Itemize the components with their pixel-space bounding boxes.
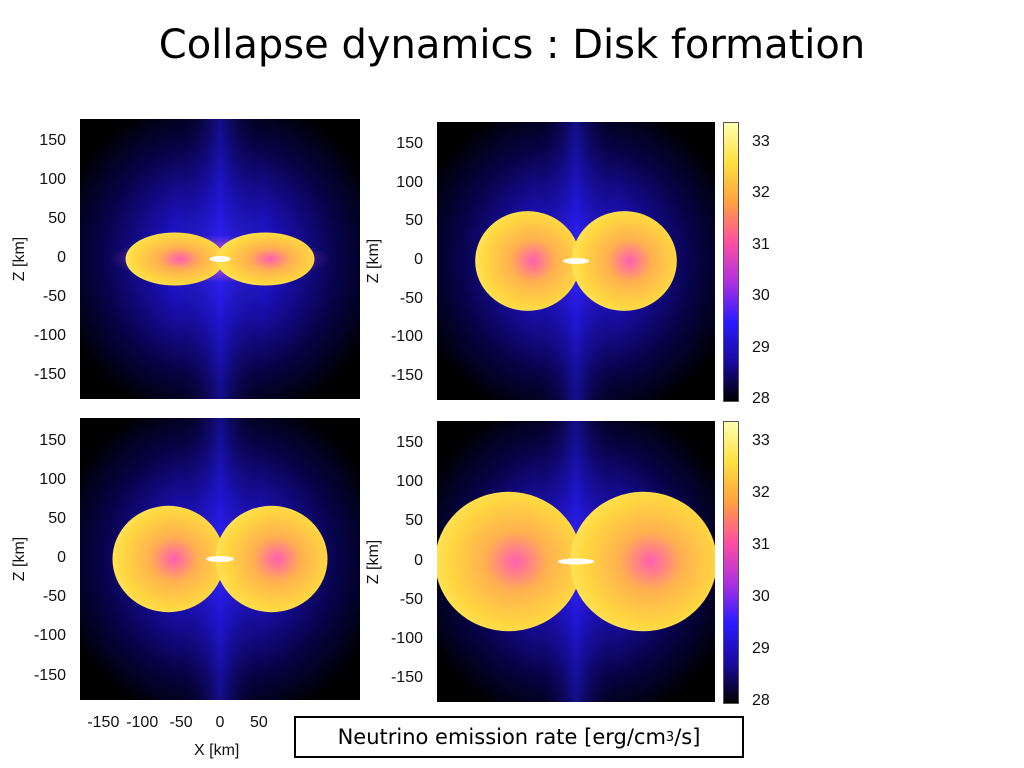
y-tick-label: -150 (18, 667, 66, 685)
y-tick-label: 50 (375, 512, 423, 530)
heatmap-panel-bottom-left (80, 418, 360, 700)
colorbar-tick-label: 29 (752, 640, 770, 658)
colorbar-tick-label: 30 (752, 287, 770, 305)
colorbar-tick-label: 28 (752, 692, 770, 710)
x-tick-label: -50 (161, 714, 201, 732)
emission-lobe-right (216, 232, 314, 285)
colorbar-tick-label: 32 (752, 184, 770, 202)
x-tick-label: -100 (122, 714, 162, 732)
y-axis-label-bottom-right: Z [km] (365, 532, 383, 592)
colorbar-tick-label: 28 (752, 390, 770, 408)
colorbar-tick-label: 30 (752, 588, 770, 606)
y-tick-label: 100 (375, 174, 423, 192)
central-core (563, 258, 589, 264)
x-axis-label: X [km] (194, 742, 239, 760)
x-tick-label: 0 (200, 714, 240, 732)
y-tick-label: -50 (375, 591, 423, 609)
y-tick-label: 50 (375, 212, 423, 230)
y-axis-label-top-left: Z [km] (11, 229, 29, 289)
y-tick-label: 50 (18, 510, 66, 528)
y-tick-label: 150 (18, 432, 66, 450)
colorbar-tick-label: 33 (752, 133, 770, 151)
y-tick-label: -50 (18, 588, 66, 606)
y-tick-label: -50 (18, 288, 66, 306)
y-tick-label: -100 (18, 627, 66, 645)
y-tick-label: 100 (18, 171, 66, 189)
y-tick-label: 150 (18, 132, 66, 150)
colorbar-tick-label: 31 (752, 236, 770, 254)
slide-title: Collapse dynamics : Disk formation (0, 22, 1024, 68)
y-tick-label: 150 (375, 434, 423, 452)
x-tick-label: 50 (239, 714, 279, 732)
central-core (558, 559, 595, 565)
colorbar-tick-label: 32 (752, 484, 770, 502)
y-tick-label: 100 (18, 471, 66, 489)
colorbar-top (723, 122, 739, 402)
central-core (206, 556, 234, 562)
heatmap-svg (437, 122, 715, 400)
y-tick-label: 100 (375, 473, 423, 491)
colorbar-caption: Neutrino emission rate [erg/cm 3/s] (294, 716, 744, 758)
y-tick-label: 50 (18, 210, 66, 228)
x-tick-label: -150 (83, 714, 123, 732)
y-tick-label: -100 (18, 327, 66, 345)
y-tick-label: -50 (375, 290, 423, 308)
y-tick-label: 150 (375, 135, 423, 153)
colorbar-tick-label: 33 (752, 432, 770, 450)
colorbar-bottom (723, 421, 739, 704)
central-core (209, 256, 230, 262)
heatmap-svg (80, 418, 360, 700)
colorbar-tick-label: 29 (752, 339, 770, 357)
y-tick-label: -100 (375, 328, 423, 346)
y-axis-label-top-right: Z [km] (365, 231, 383, 291)
heatmap-panel-top-left (80, 119, 360, 399)
heatmap-panel-top-right (437, 122, 715, 400)
emission-lobe-left (126, 232, 224, 285)
y-tick-label: -100 (375, 630, 423, 648)
y-tick-label: -150 (375, 669, 423, 687)
heatmap-svg (437, 421, 715, 702)
colorbar-tick-label: 31 (752, 536, 770, 554)
y-tick-label: -150 (375, 367, 423, 385)
heatmap-svg (80, 119, 360, 399)
y-axis-label-bottom-left: Z [km] (11, 529, 29, 589)
y-tick-label: -150 (18, 366, 66, 384)
heatmap-panel-bottom-right (437, 421, 715, 702)
